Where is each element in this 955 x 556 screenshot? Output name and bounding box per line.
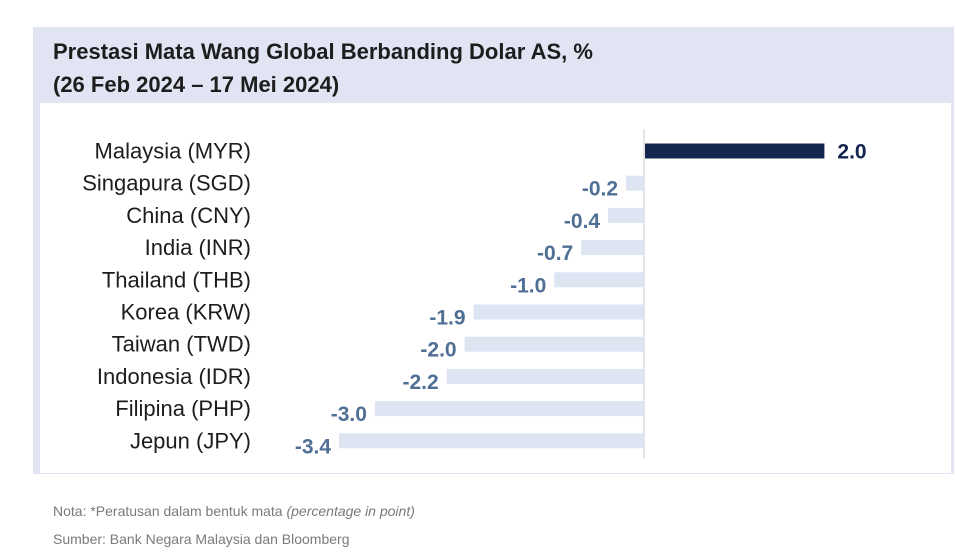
note-italic-text: (percentage in point)	[286, 503, 415, 519]
category-label: Singapura (SGD)	[82, 171, 251, 196]
data-label: -0.2	[582, 178, 618, 201]
category-label: Thailand (THB)	[102, 267, 251, 292]
category-label: India (INR)	[145, 235, 251, 260]
data-label: -0.7	[537, 242, 573, 265]
data-label: -2.0	[420, 339, 456, 362]
bar	[446, 368, 644, 384]
bar	[374, 401, 644, 417]
category-label: Jepun (JPY)	[130, 428, 251, 453]
data-label: -3.0	[331, 403, 367, 426]
bar	[473, 304, 644, 320]
bars-layer	[339, 143, 825, 449]
category-label: China (CNY)	[126, 203, 251, 228]
bar	[608, 207, 644, 223]
bar	[626, 175, 644, 191]
data-label: -2.2	[402, 371, 438, 394]
bar	[464, 336, 644, 352]
category-label: Indonesia (IDR)	[97, 364, 251, 389]
footnote-source: Sumber: Bank Negara Malaysia dan Bloombe…	[53, 531, 350, 547]
category-label: Malaysia (MYR)	[95, 139, 251, 164]
bar	[339, 433, 644, 449]
category-label: Taiwan (TWD)	[112, 332, 251, 357]
category-label: Filipina (PHP)	[115, 396, 251, 421]
labels-layer: Malaysia (MYR) 2.0 Singapura (SGD) -0.2 Chin…	[82, 139, 866, 459]
chart-subtitle: (26 Feb 2024 – 17 Mei 2024)	[53, 72, 340, 97]
data-label: -3.4	[295, 435, 332, 458]
bar	[554, 272, 644, 288]
data-label: -0.4	[564, 210, 601, 233]
bar	[645, 143, 825, 159]
category-label: Korea (KRW)	[121, 300, 251, 325]
footnote-note: Nota: *Peratusan dalam bentuk mata (perc…	[53, 503, 415, 519]
data-label: 2.0	[837, 141, 866, 164]
bar	[581, 240, 644, 256]
data-label: -1.9	[429, 307, 465, 330]
data-label: -1.0	[510, 274, 546, 297]
note-text: Nota: *Peratusan dalam bentuk mata	[53, 503, 287, 519]
chart-title: Prestasi Mata Wang Global Berbanding Dol…	[53, 39, 593, 64]
